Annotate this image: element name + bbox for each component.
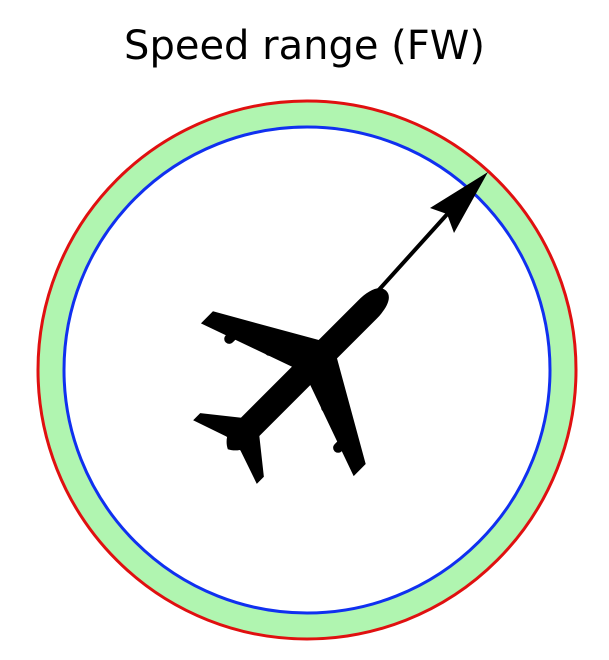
heading-arrow-shaft [374,198,462,295]
aircraft-engine-right-outer [333,431,355,453]
max-speed-ring [36,99,578,641]
heading-arrow-icon [374,172,488,295]
aircraft-engine-left-inner [264,334,286,356]
speed-band [38,101,576,639]
heading-arrow-head [430,172,488,233]
airplane-silhouette-icon [193,288,389,484]
aircraft-engine-right-inner [321,391,343,413]
aircraft-tail [193,413,264,484]
aircraft-wings [200,311,366,477]
min-speed-ring [62,125,552,615]
aircraft-engine-left-outer [224,322,246,344]
diagram-title: Speed range (FW) [124,23,485,69]
